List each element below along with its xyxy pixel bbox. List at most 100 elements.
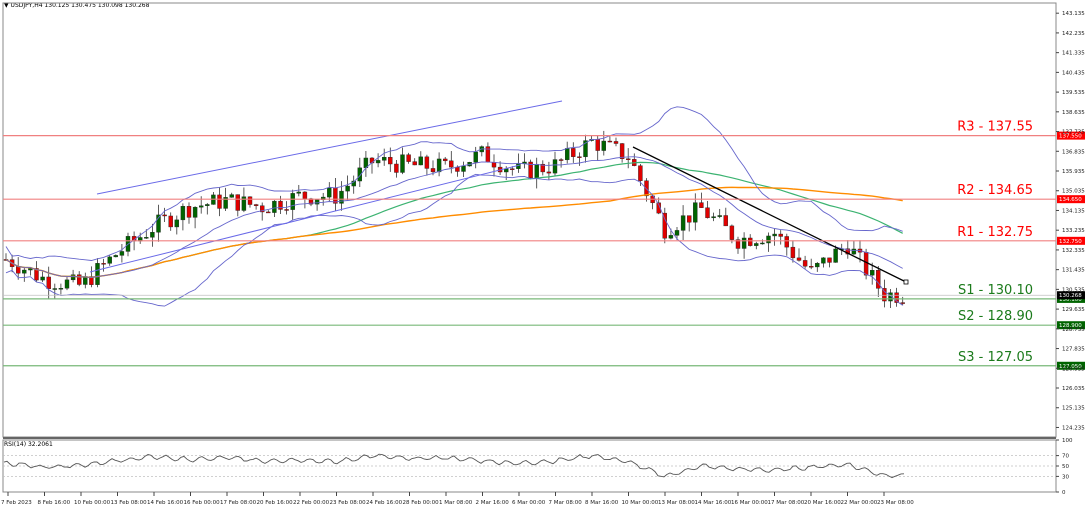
bull-candle <box>113 255 119 258</box>
price-tick-label: 126.935 <box>1062 366 1085 372</box>
bear-candle <box>729 225 735 240</box>
bull-candle <box>833 248 838 263</box>
price-tick-label: 132.335 <box>1062 248 1085 254</box>
bear-candle <box>333 187 338 204</box>
time-axis[interactable]: 7 Feb 2023 8 Feb 16:00 10 Feb 00:00 13 Feb … <box>1 492 914 506</box>
bull-candle <box>674 230 680 236</box>
bear-candle <box>394 163 399 173</box>
bull-candle <box>461 165 466 172</box>
price-tick-label: 138.635 <box>1062 110 1085 116</box>
bear-candle <box>89 276 94 285</box>
rsi-tick-label: 70 <box>1062 454 1069 460</box>
bull-candle <box>400 154 405 173</box>
moving-average-fast <box>5 161 903 279</box>
bear-candle <box>577 156 582 158</box>
symbol-ohlc-label: USDJPY,H4 130.125 130.475 130.098 130.26… <box>10 2 150 9</box>
downtrend-line[interactable] <box>632 146 907 283</box>
bull-candle <box>119 251 125 256</box>
bull-candle <box>382 157 387 161</box>
price-tick-label: 133.235 <box>1062 228 1085 234</box>
bear-candle <box>809 266 814 268</box>
price-tick-label: 126.035 <box>1062 386 1085 392</box>
time-tick-label: 7 Mar 08:00 <box>549 500 583 506</box>
bull-candle <box>711 216 716 219</box>
trendline-handle[interactable] <box>903 279 909 285</box>
channel-lower-line[interactable] <box>89 164 521 273</box>
price-axis[interactable]: 143.135 142.235 141.335 140.435 139.535 138.6… <box>1056 11 1085 431</box>
bull-candle <box>741 237 747 249</box>
bear-candle <box>278 200 283 210</box>
rsi-plot[interactable]: 100 70 50 30 0 <box>3 438 1073 496</box>
bear-candle <box>101 263 106 265</box>
level-price-tag-text: 130.100 <box>1059 297 1082 303</box>
level-price-tag-text: 137.550 <box>1059 134 1082 140</box>
bear-candle <box>430 168 436 173</box>
bear-candle <box>827 257 832 263</box>
bear-candle <box>735 239 741 249</box>
bear-candle <box>595 138 600 151</box>
bull-candle <box>851 248 857 255</box>
chart-header: ▼ USDJPY,H4 130.125 130.475 130.098 130.… <box>4 2 149 9</box>
bull-candle <box>192 206 198 218</box>
price-tick-label: 128.735 <box>1062 327 1085 333</box>
bull-candle <box>58 288 64 290</box>
chart-frame <box>2 2 1057 493</box>
collapse-triangle-icon[interactable]: ▼ <box>4 2 9 9</box>
bear-candle <box>76 274 82 285</box>
bear-candle <box>644 180 649 197</box>
channel-upper-line[interactable] <box>96 100 563 195</box>
price-tick-label: 135.935 <box>1062 169 1085 175</box>
bull-candle <box>375 160 381 164</box>
price-tick-label: 142.235 <box>1062 31 1085 37</box>
level-price-tag-text: 128.900 <box>1059 323 1082 329</box>
rsi-tick-label: 30 <box>1062 474 1069 480</box>
time-tick-label: 14 Feb 16:00 <box>147 500 184 506</box>
bear-candle <box>748 237 753 246</box>
price-tick-label: 140.435 <box>1062 70 1085 76</box>
bear-candle <box>626 158 631 160</box>
bull-candle <box>565 148 570 161</box>
bear-candle <box>217 194 222 209</box>
bear-candle <box>699 202 704 208</box>
rsi-tick-label: 100 <box>1062 438 1073 444</box>
bear-candle <box>784 236 789 248</box>
bull-candle <box>766 235 771 244</box>
bull-candle <box>436 158 442 173</box>
bull-candle <box>272 200 277 213</box>
bull-candle <box>418 156 423 166</box>
bear-candle <box>406 154 411 162</box>
level-label-s1: S1 - 130.10 <box>958 283 1033 298</box>
rsi-line <box>3 453 905 479</box>
current-price-tag-text: 130.268 <box>1059 293 1082 299</box>
bear-candle <box>302 191 308 199</box>
bear-candle <box>900 302 905 304</box>
level-price-tag <box>1057 361 1085 370</box>
time-tick-label: 1 Mar 08:00 <box>439 500 473 506</box>
time-tick-label: 24 Feb 16:00 <box>366 500 403 506</box>
bull-candle <box>64 279 70 289</box>
bull-candle <box>760 242 765 245</box>
bear-candle <box>34 268 39 281</box>
price-tick-label: 127.835 <box>1062 347 1085 353</box>
main-frame <box>2 2 1057 438</box>
bull-candle <box>601 140 606 151</box>
time-tick-label: 17 Mar 08:00 <box>768 500 805 506</box>
bull-candle <box>144 237 149 239</box>
time-tick-label: 10 Mar 00:00 <box>622 500 659 506</box>
bull-candle <box>28 268 33 271</box>
bear-candle <box>510 168 515 170</box>
level-price-tag <box>1057 236 1085 245</box>
level-price-tag <box>1057 131 1085 140</box>
price-tick-label: 129.635 <box>1062 307 1085 313</box>
bear-candle <box>607 140 613 143</box>
level-label-r3: R3 - 137.55 <box>957 120 1033 135</box>
time-tick-label: 8 Feb 16:00 <box>38 500 71 506</box>
bollinger-middle <box>5 156 903 278</box>
bear-candle <box>235 194 241 211</box>
price-plot[interactable] <box>3 100 909 308</box>
bear-candle <box>540 163 545 173</box>
bear-candle <box>449 160 454 168</box>
bear-candle <box>876 270 881 289</box>
bear-candle <box>16 266 21 274</box>
